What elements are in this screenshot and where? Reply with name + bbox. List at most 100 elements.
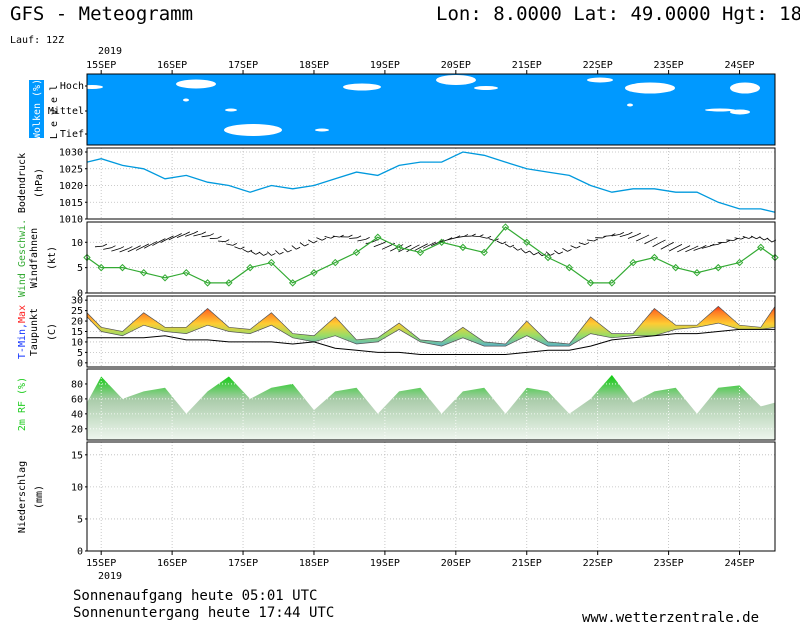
wind-barb-flag	[637, 233, 641, 235]
wind-barb-flag	[534, 253, 538, 255]
wind-barb-flag	[357, 236, 361, 238]
day-label-bottom: 22SEP	[583, 558, 613, 569]
wind-barb	[218, 241, 225, 242]
cloud-blob	[436, 75, 476, 85]
cloud-blob	[224, 124, 282, 136]
wind-axis-unit: (kt)	[47, 246, 58, 270]
temp-tick-label: 15	[71, 327, 83, 338]
wind-barb-flag	[424, 244, 428, 246]
wind-barb-flag	[305, 244, 309, 246]
wind-barb	[120, 249, 129, 252]
wind-barb-flag	[416, 245, 420, 247]
wind-axis-label: Wind Geschwi.	[17, 219, 28, 297]
year-label-bottom: 2019	[98, 571, 122, 582]
day-label-bottom: 24SEP	[724, 558, 754, 569]
wind-barb	[111, 249, 120, 252]
wind-barb	[193, 234, 201, 236]
dewpoint-label: Taupunkt	[29, 308, 40, 356]
day-label-bottom: 18SEP	[299, 558, 329, 569]
cloud-blob	[627, 104, 633, 107]
wind-barb-flag	[217, 236, 221, 238]
wind-barb-flag	[145, 244, 149, 246]
wind-barb	[644, 239, 653, 244]
wind-barb-flag	[178, 234, 182, 236]
wind-barb-flag	[568, 249, 572, 251]
run-label: Lauf: 12Z	[10, 35, 64, 46]
rh-tick-label: 40	[71, 409, 83, 420]
cloud-blob	[730, 110, 750, 115]
wind-barb-flag	[137, 246, 141, 248]
wind-barb-flag	[678, 244, 682, 246]
day-label-top: 15SEP	[86, 60, 116, 71]
temp-axis-unit: (C)	[47, 323, 58, 341]
wind-barb	[579, 243, 585, 245]
day-label-bottom: 21SEP	[512, 558, 542, 569]
wind-barb-flag	[559, 252, 563, 254]
wind-barb	[759, 237, 764, 240]
rh-axis-label: 2m RF (%)	[17, 377, 28, 431]
wind-barb-flag	[225, 240, 229, 242]
tmax-label: Max	[17, 305, 28, 323]
wind-barb-flag	[594, 239, 598, 241]
wind-barb	[349, 238, 357, 239]
pressure-tick-label: 1010	[59, 215, 83, 226]
wind-barb	[95, 246, 103, 247]
cloud-level-tief: Tief	[60, 129, 84, 140]
wind-barb-flag	[518, 248, 522, 250]
day-label-bottom: 16SEP	[157, 558, 187, 569]
wind-barb-flag	[128, 247, 132, 249]
wind-barb-flag	[366, 237, 370, 239]
wind-speed-line	[87, 227, 775, 283]
day-label-top: 19SEP	[370, 60, 400, 71]
wind-barb-flag	[202, 232, 206, 234]
pressure-line	[87, 152, 775, 212]
day-label-top: 22SEP	[583, 60, 613, 71]
wind-barb	[685, 248, 694, 252]
pressure-panel-frame	[87, 148, 775, 219]
wind-barb	[308, 240, 313, 243]
day-label-top: 21SEP	[512, 60, 542, 71]
wind-barb	[636, 237, 645, 241]
sunset-text: Sonnenuntergang heute 17:44 UTC	[73, 605, 334, 621]
wind-barb-flag	[734, 239, 738, 241]
wind-barb	[620, 234, 629, 237]
wind-barb	[251, 251, 256, 254]
wind-barb	[177, 234, 186, 238]
wind-barb	[735, 238, 742, 239]
temp-tick-label: 0	[77, 358, 83, 369]
wind-barb-label: Windfahnen	[29, 228, 40, 288]
wind-barb	[316, 238, 322, 241]
day-label-bottom: 19SEP	[370, 558, 400, 569]
wind-barb-flag	[263, 253, 267, 255]
page-title: GFS - Meteogramm	[10, 3, 193, 25]
wind-barb	[587, 240, 594, 241]
wind-barb	[226, 244, 233, 245]
wind-barb	[505, 244, 510, 247]
cloud-blob	[587, 78, 613, 83]
wind-barb	[325, 236, 331, 238]
wind-barb-flag	[670, 242, 674, 244]
wind-barb	[669, 246, 678, 251]
wind-barb-flag	[120, 247, 124, 249]
temp-tick-label: 25	[71, 306, 83, 317]
day-label-top: 18SEP	[299, 60, 329, 71]
day-label-top: 23SEP	[654, 60, 684, 71]
site-link[interactable]: www.wetterzentrale.de	[582, 610, 759, 625]
wind-barb	[677, 248, 686, 252]
rh-area	[87, 375, 775, 440]
precip-axis-label: Niederschlag	[17, 461, 28, 533]
wind-barb	[726, 240, 733, 241]
pressure-axis-unit: (hPa)	[34, 168, 45, 198]
wind-barb-flag	[279, 252, 283, 254]
temp-axis-label: T-Min,Max	[17, 305, 28, 359]
wind-barb-flag	[686, 246, 690, 248]
pressure-tick-label: 1015	[59, 198, 83, 209]
temp-tick-label: 10	[71, 337, 83, 348]
cloud-level-hoch: Hoch	[60, 81, 84, 92]
wind-barb-flag	[407, 245, 411, 247]
wind-barb-flag	[479, 235, 483, 237]
wind-barb	[521, 249, 525, 253]
precip-tick-label: 0	[77, 547, 83, 558]
wind-barb-flag	[271, 253, 275, 255]
wind-barb	[103, 248, 111, 250]
